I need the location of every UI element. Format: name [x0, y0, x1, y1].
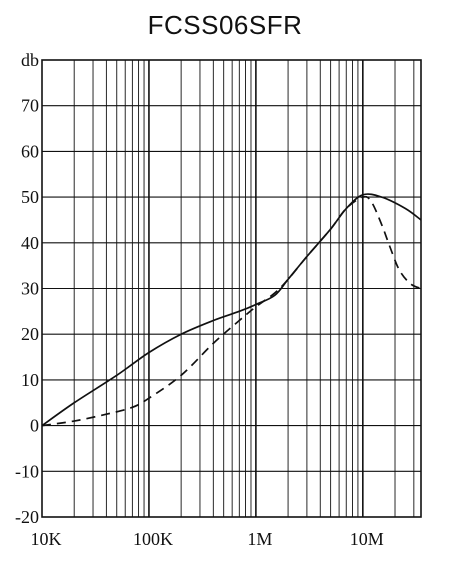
y-tick-label: 0 — [30, 416, 39, 436]
series-line-solid — [41, 193, 422, 427]
plot-frame — [41, 59, 422, 518]
y-tick-label: 70 — [21, 96, 39, 116]
y-axis-label: db — [21, 50, 39, 70]
y-tick-label: 20 — [21, 324, 39, 344]
y-tick-label: 40 — [21, 233, 39, 253]
series-layer — [41, 193, 422, 427]
x-tick-label: 10M — [350, 529, 384, 549]
x-tick-label: 100K — [133, 529, 173, 549]
y-tick-label: -10 — [15, 461, 39, 481]
x-tick-label: 10K — [31, 529, 62, 549]
chart-title: FCSS06SFR — [147, 10, 303, 40]
y-tick-label: 60 — [21, 141, 39, 161]
grid — [42, 60, 421, 517]
series-line-dashed — [41, 195, 422, 427]
y-tick-label: 30 — [21, 279, 39, 299]
y-tick-label: -20 — [15, 507, 39, 527]
y-tick-label: 50 — [21, 187, 39, 207]
y-tick-label: 10 — [21, 370, 39, 390]
x-tick-label: 1M — [247, 529, 272, 549]
